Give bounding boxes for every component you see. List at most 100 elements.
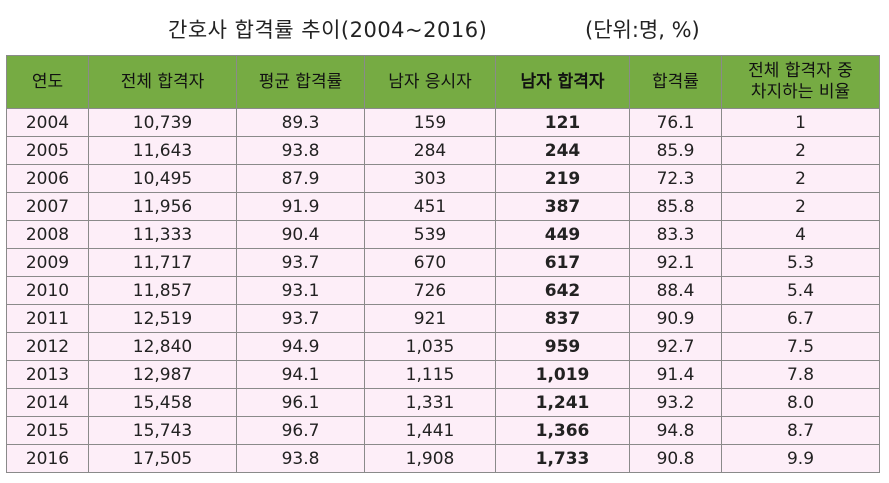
cell-share: 1 <box>721 108 880 137</box>
cell-male-applicants: 303 <box>364 164 496 193</box>
cell-male-passed: 244 <box>495 136 630 165</box>
unit-label: (단위:명, %) <box>585 18 700 42</box>
cell-male-applicants: 1,035 <box>364 332 496 361</box>
cell-pass-rate: 92.1 <box>629 248 722 277</box>
cell-year: 2011 <box>6 304 89 333</box>
cell-year: 2004 <box>6 108 89 137</box>
pass-rate-table: 연도 전체 합격자 평균 합격률 남자 응시자 남자 합격자 합격률 전체 합격… <box>6 55 880 473</box>
table-row: 2009 11,717 93.7 670 617 92.1 5.3 <box>6 248 880 277</box>
cell-total-passed: 11,333 <box>88 220 237 249</box>
cell-share: 5.4 <box>721 276 880 305</box>
cell-share: 9.9 <box>721 444 880 473</box>
cell-avg-pass-rate: 87.9 <box>236 164 365 193</box>
header-avg-pass-rate: 평균 합격률 <box>236 55 365 109</box>
cell-year: 2012 <box>6 332 89 361</box>
cell-share: 7.8 <box>721 360 880 389</box>
table-title: 간호사 합격률 추이(2004~2016) <box>168 18 488 42</box>
header-male-passed: 남자 합격자 <box>495 55 630 109</box>
cell-male-passed: 1,733 <box>495 444 630 473</box>
cell-share: 4 <box>721 220 880 249</box>
cell-avg-pass-rate: 89.3 <box>236 108 365 137</box>
cell-male-applicants: 451 <box>364 192 496 221</box>
table-row: 2006 10,495 87.9 303 219 72.3 2 <box>6 164 880 193</box>
cell-share: 8.0 <box>721 388 880 417</box>
table-row: 2007 11,956 91.9 451 387 85.8 2 <box>6 192 880 221</box>
cell-male-passed: 959 <box>495 332 630 361</box>
cell-male-passed: 837 <box>495 304 630 333</box>
table-row: 2014 15,458 96.1 1,331 1,241 93.2 8.0 <box>6 388 880 417</box>
cell-avg-pass-rate: 96.7 <box>236 416 365 445</box>
cell-total-passed: 11,956 <box>88 192 237 221</box>
cell-pass-rate: 93.2 <box>629 388 722 417</box>
cell-total-passed: 17,505 <box>88 444 237 473</box>
cell-avg-pass-rate: 94.9 <box>236 332 365 361</box>
cell-pass-rate: 88.4 <box>629 276 722 305</box>
cell-pass-rate: 76.1 <box>629 108 722 137</box>
table-row: 2015 15,743 96.7 1,441 1,366 94.8 8.7 <box>6 416 880 445</box>
cell-year: 2015 <box>6 416 89 445</box>
cell-year: 2007 <box>6 192 89 221</box>
cell-year: 2016 <box>6 444 89 473</box>
cell-male-applicants: 670 <box>364 248 496 277</box>
cell-avg-pass-rate: 90.4 <box>236 220 365 249</box>
cell-avg-pass-rate: 96.1 <box>236 388 365 417</box>
cell-avg-pass-rate: 93.1 <box>236 276 365 305</box>
cell-total-passed: 12,987 <box>88 360 237 389</box>
cell-male-applicants: 284 <box>364 136 496 165</box>
cell-total-passed: 11,717 <box>88 248 237 277</box>
table-row: 2005 11,643 93.8 284 244 85.9 2 <box>6 136 880 165</box>
header-male-applicants: 남자 응시자 <box>364 55 496 109</box>
cell-pass-rate: 94.8 <box>629 416 722 445</box>
cell-pass-rate: 92.7 <box>629 332 722 361</box>
header-year: 연도 <box>6 55 89 109</box>
table-row: 2012 12,840 94.9 1,035 959 92.7 7.5 <box>6 332 880 361</box>
header-share: 전체 합격자 중 차지하는 비율 <box>721 55 880 109</box>
cell-avg-pass-rate: 93.8 <box>236 444 365 473</box>
table-row: 2016 17,505 93.8 1,908 1,733 90.8 9.9 <box>6 444 880 473</box>
table-row: 2010 11,857 93.1 726 642 88.4 5.4 <box>6 276 880 305</box>
table-body: 2004 10,739 89.3 159 121 76.1 1 2005 11,643 93.8 2… <box>6 108 880 473</box>
title-row: 간호사 합격률 추이(2004~2016) (단위:명, %) <box>0 0 889 52</box>
cell-male-passed: 1,019 <box>495 360 630 389</box>
cell-male-passed: 642 <box>495 276 630 305</box>
cell-share: 7.5 <box>721 332 880 361</box>
cell-share: 5.3 <box>721 248 880 277</box>
cell-share: 2 <box>721 164 880 193</box>
cell-male-applicants: 159 <box>364 108 496 137</box>
cell-pass-rate: 91.4 <box>629 360 722 389</box>
cell-total-passed: 15,458 <box>88 388 237 417</box>
cell-share: 6.7 <box>721 304 880 333</box>
cell-male-applicants: 1,908 <box>364 444 496 473</box>
cell-pass-rate: 72.3 <box>629 164 722 193</box>
cell-male-passed: 219 <box>495 164 630 193</box>
cell-year: 2014 <box>6 388 89 417</box>
cell-avg-pass-rate: 94.1 <box>236 360 365 389</box>
cell-male-applicants: 921 <box>364 304 496 333</box>
cell-avg-pass-rate: 93.7 <box>236 248 365 277</box>
header-share-line1: 전체 합격자 중 <box>748 61 853 81</box>
cell-total-passed: 15,743 <box>88 416 237 445</box>
cell-avg-pass-rate: 93.7 <box>236 304 365 333</box>
cell-total-passed: 11,643 <box>88 136 237 165</box>
header-total-passed: 전체 합격자 <box>88 55 237 109</box>
header-pass-rate: 합격률 <box>629 55 722 109</box>
cell-total-passed: 10,495 <box>88 164 237 193</box>
table-row: 2004 10,739 89.3 159 121 76.1 1 <box>6 108 880 137</box>
cell-pass-rate: 85.8 <box>629 192 722 221</box>
cell-pass-rate: 90.9 <box>629 304 722 333</box>
cell-share: 2 <box>721 136 880 165</box>
cell-total-passed: 12,840 <box>88 332 237 361</box>
cell-male-applicants: 1,441 <box>364 416 496 445</box>
header-share-line2: 차지하는 비율 <box>750 82 851 102</box>
cell-male-passed: 449 <box>495 220 630 249</box>
cell-male-passed: 1,241 <box>495 388 630 417</box>
cell-male-applicants: 726 <box>364 276 496 305</box>
table-row: 2008 11,333 90.4 539 449 83.3 4 <box>6 220 880 249</box>
cell-year: 2008 <box>6 220 89 249</box>
cell-pass-rate: 83.3 <box>629 220 722 249</box>
cell-pass-rate: 85.9 <box>629 136 722 165</box>
cell-avg-pass-rate: 91.9 <box>236 192 365 221</box>
cell-year: 2005 <box>6 136 89 165</box>
cell-male-applicants: 539 <box>364 220 496 249</box>
cell-total-passed: 10,739 <box>88 108 237 137</box>
